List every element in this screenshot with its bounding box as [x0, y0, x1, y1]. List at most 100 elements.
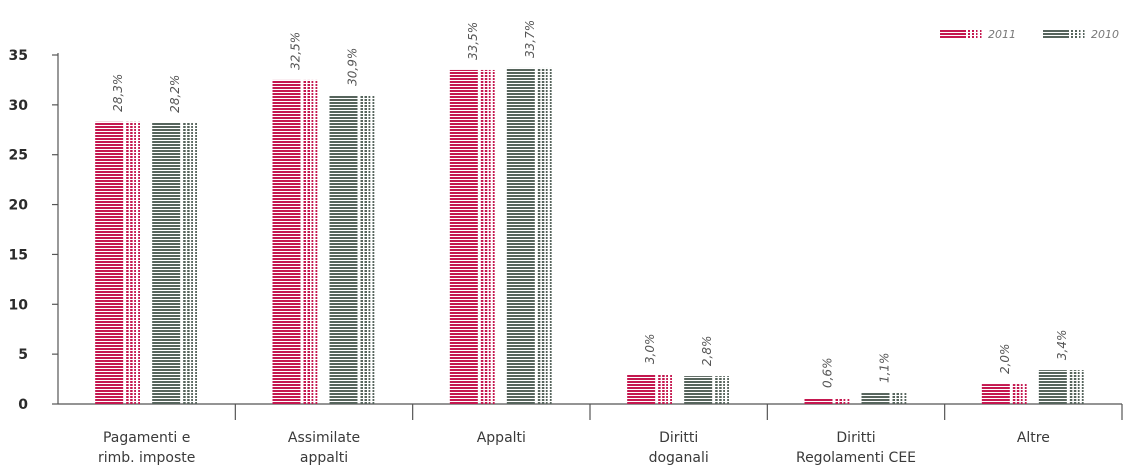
- legend-swatch-strip: [1079, 29, 1081, 39]
- x-tick-label-line: Altre: [1017, 430, 1050, 446]
- bar-strip: [904, 393, 907, 404]
- bar-strip: [368, 95, 371, 404]
- y-tick-label: 35: [9, 48, 28, 64]
- x-axis: Pagamenti e rimb. imposte Assimilate appalt…: [58, 403, 1123, 466]
- y-axis: 0 5 10 15 20 25 30 35: [9, 48, 59, 413]
- bar-strip: [839, 398, 842, 404]
- bar-strip: [484, 69, 488, 404]
- bar-strip: [835, 398, 838, 404]
- x-tick-label-line: Appalti: [477, 430, 526, 446]
- bar-2011: 0,6%: [804, 358, 850, 404]
- x-tick-label-line: Pagamenti e: [103, 430, 190, 446]
- bar-strip: [541, 67, 545, 404]
- bar-strip: [1016, 384, 1020, 404]
- legend-swatch-strip: [976, 29, 978, 39]
- bar-segment: [861, 393, 890, 404]
- bar-strip: [364, 95, 367, 404]
- x-tick-label-line: appalti: [300, 450, 348, 466]
- bar-segment: [684, 376, 713, 404]
- bar-strip: [130, 121, 133, 405]
- bar-strip: [187, 122, 190, 404]
- bar-2010: 33,7%: [506, 20, 552, 404]
- bar-strip: [1077, 370, 1080, 404]
- y-tick-label: 30: [9, 98, 29, 114]
- legend-swatch-strip: [1071, 29, 1073, 39]
- legend-swatch-strip: [1075, 29, 1077, 39]
- data-label: 0,6%: [821, 358, 835, 389]
- y-tick-label: 0: [18, 397, 28, 413]
- bar-segment: [506, 67, 535, 404]
- bar-strip: [138, 121, 140, 405]
- bar-segment: [804, 398, 833, 404]
- bar-segment: [627, 374, 656, 404]
- x-tick-label-line: Regolamenti CEE: [796, 450, 916, 466]
- bar-strip: [1069, 370, 1073, 404]
- legend-label: 2011: [988, 28, 1016, 41]
- bar-2010: 30,9%: [329, 48, 375, 404]
- bar-strip: [727, 376, 729, 404]
- data-label: 2,0%: [998, 344, 1012, 374]
- bar-strip: [1024, 384, 1027, 404]
- data-label: 33,5%: [466, 22, 480, 60]
- bar-segment: [449, 69, 478, 404]
- bar-strip: [307, 79, 310, 404]
- legend-label: 2010: [1091, 28, 1119, 41]
- bar-strip: [315, 79, 318, 404]
- x-tick-label-line: Diritti: [836, 430, 875, 446]
- x-tick-label: Diritti doganali: [649, 430, 709, 466]
- bar-strip: [847, 398, 850, 404]
- bar-strip: [896, 393, 899, 404]
- legend-item-2011: 2011: [940, 28, 1016, 41]
- bar-strip: [134, 121, 136, 405]
- bar-segment: [329, 95, 358, 404]
- bar-2011: 3,0%: [627, 334, 672, 404]
- x-tick-label-line: Diritti: [659, 430, 698, 446]
- bar-strip: [658, 374, 661, 404]
- data-label: 3,4%: [1055, 330, 1069, 361]
- x-tick-label: Altre: [1017, 430, 1050, 446]
- legend-swatch-strip: [968, 29, 970, 39]
- bar-strip: [892, 393, 895, 404]
- bar-strip: [360, 95, 363, 404]
- data-label: 33,7%: [523, 20, 537, 58]
- bar-strip: [311, 79, 314, 404]
- bar-strip: [719, 376, 722, 404]
- bar-strip: [1073, 370, 1077, 404]
- bar-strip: [549, 67, 552, 404]
- x-tick-label: Diritti Regolamenti CEE: [796, 430, 916, 466]
- bar-2011: 2,0%: [981, 344, 1027, 404]
- bar-strip: [843, 398, 846, 404]
- x-tick-label-line: rimb. imposte: [98, 450, 195, 466]
- x-tick-label-line: Assimilate: [288, 430, 360, 446]
- legend-swatch: [940, 29, 966, 39]
- bar-strip: [195, 122, 197, 404]
- bar-segment: [152, 122, 181, 404]
- bar-strip: [900, 393, 903, 404]
- bar-strip: [537, 67, 541, 404]
- bar-strip: [723, 376, 725, 404]
- x-tick-label: Pagamenti e rimb. imposte: [98, 430, 195, 466]
- bar-strip: [1020, 384, 1023, 404]
- bar-strip: [372, 95, 375, 404]
- bar-strip: [1012, 384, 1016, 404]
- bar-2011: 28,3%: [95, 74, 140, 405]
- bar-2010: 28,2%: [152, 75, 197, 404]
- bar-segment: [1038, 370, 1067, 404]
- bar-strip: [670, 374, 672, 404]
- bar-2011: 32,5%: [272, 32, 318, 404]
- legend-item-2010: 2010: [1043, 28, 1119, 41]
- data-label: 30,9%: [346, 48, 360, 86]
- bar-strip: [191, 122, 193, 404]
- bar-segment: [95, 121, 124, 405]
- x-tick-label: Appalti: [477, 430, 526, 446]
- y-tick-label: 5: [18, 347, 28, 363]
- legend-swatch: [1043, 29, 1069, 39]
- bar-strip: [492, 69, 495, 404]
- bar-strip: [662, 374, 665, 404]
- data-label: 2,8%: [700, 336, 714, 367]
- bars: 28,3% 28,2% 32,5% 30,9% 33,5% 33,7% 3,0% 2,8% 0,…: [95, 20, 1084, 405]
- data-label: 28,3%: [111, 74, 125, 112]
- data-label: 1,1%: [878, 353, 892, 384]
- legend-swatch-strip: [1083, 29, 1085, 39]
- bar-strip: [488, 69, 491, 404]
